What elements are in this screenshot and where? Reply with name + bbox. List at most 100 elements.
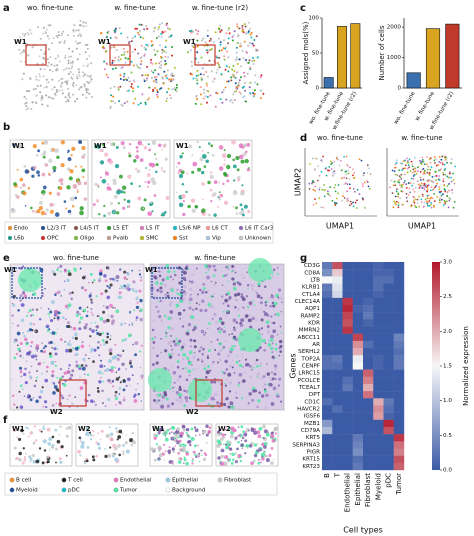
cell-dot bbox=[42, 427, 46, 431]
cell-dot bbox=[104, 289, 108, 293]
cell-dot bbox=[311, 182, 313, 185]
legend-swatch bbox=[217, 477, 223, 483]
cell-dot bbox=[36, 376, 38, 379]
cell-dot bbox=[281, 301, 283, 303]
colorbar-tick-label: 1.0 bbox=[443, 398, 452, 404]
cell-dot bbox=[320, 170, 323, 173]
cell-dot bbox=[80, 444, 85, 449]
cell-dot bbox=[256, 56, 259, 59]
cell-dot bbox=[202, 88, 205, 91]
cell-dot bbox=[438, 175, 440, 177]
cell-dot bbox=[19, 384, 23, 388]
cell-dot bbox=[431, 176, 434, 178]
cell-dot bbox=[158, 274, 162, 278]
cell-dot bbox=[70, 297, 73, 301]
cell-dot bbox=[106, 335, 109, 339]
cell-dot bbox=[231, 101, 234, 104]
cell-dot bbox=[183, 458, 187, 462]
cell-dot bbox=[23, 455, 26, 459]
cell-dot bbox=[51, 88, 54, 91]
cell-dot bbox=[450, 162, 452, 165]
cell-dot bbox=[269, 338, 274, 342]
cell-dot bbox=[42, 295, 45, 297]
legend-swatch bbox=[113, 477, 119, 483]
panel-title: w. fine-tune bbox=[114, 4, 155, 12]
cell-dot bbox=[38, 447, 42, 450]
cell-dot bbox=[149, 61, 152, 64]
cell-dot bbox=[171, 72, 174, 75]
heatmap-cell bbox=[342, 319, 353, 327]
cell-dot bbox=[267, 339, 271, 342]
row-label: IGSF6 bbox=[304, 414, 321, 420]
cell-dot bbox=[209, 188, 213, 192]
heatmap-cell bbox=[393, 276, 405, 284]
cell-dot bbox=[65, 318, 67, 321]
cell-dot bbox=[406, 200, 409, 203]
cell-dot bbox=[174, 432, 176, 435]
cell-dot bbox=[123, 53, 126, 56]
cell-dot bbox=[427, 201, 430, 204]
cell-dot bbox=[53, 272, 57, 276]
cell-dot bbox=[270, 446, 274, 450]
cell-dot bbox=[160, 167, 163, 170]
cell-dot bbox=[256, 292, 258, 294]
cell-dot bbox=[78, 71, 81, 74]
cell-dot bbox=[218, 56, 221, 59]
cell-dot bbox=[107, 30, 110, 33]
cell-dot bbox=[17, 427, 20, 431]
cell-dot bbox=[124, 61, 127, 64]
cell-dot bbox=[161, 77, 164, 80]
cell-dot bbox=[34, 439, 38, 442]
cell-dot bbox=[451, 192, 454, 194]
cell-dot bbox=[349, 204, 351, 207]
cell-dot bbox=[63, 280, 66, 282]
cell-dot bbox=[257, 434, 262, 439]
cell-dot bbox=[134, 353, 138, 357]
cell-dot bbox=[426, 189, 429, 192]
cell-dot bbox=[165, 24, 168, 27]
cell-dot bbox=[130, 85, 133, 88]
cell-dot bbox=[368, 187, 371, 190]
cell-dot bbox=[412, 175, 415, 177]
cell-dot bbox=[330, 160, 332, 163]
cell-dot bbox=[88, 55, 91, 57]
cell-dot bbox=[85, 25, 88, 28]
cell-dot bbox=[239, 455, 243, 458]
cell-dot bbox=[132, 90, 134, 93]
heatmap-cell bbox=[363, 283, 374, 291]
cell-dot bbox=[35, 346, 40, 351]
cell-dot bbox=[104, 405, 107, 407]
cell-dot bbox=[100, 359, 102, 362]
cell-dot bbox=[78, 306, 82, 310]
cell-dot bbox=[174, 343, 178, 347]
cell-dot bbox=[363, 181, 366, 184]
cell-dot bbox=[46, 35, 49, 37]
cell-dot bbox=[243, 432, 248, 437]
cell-dot bbox=[10, 208, 16, 214]
cell-dot bbox=[258, 391, 261, 394]
heatmap-cell bbox=[373, 297, 384, 306]
cell-dot bbox=[99, 269, 103, 273]
cell-dot bbox=[247, 61, 250, 64]
cell-dot bbox=[260, 296, 263, 300]
cell-dot bbox=[51, 381, 53, 383]
cell-dot bbox=[75, 47, 78, 50]
cell-dot bbox=[12, 294, 16, 298]
cell-dot bbox=[90, 298, 93, 301]
cell-dot bbox=[59, 425, 62, 428]
row-label: MZB1 bbox=[304, 421, 320, 427]
cell-dot bbox=[314, 189, 316, 192]
cell-dot bbox=[123, 198, 126, 201]
cell-dot bbox=[395, 162, 398, 165]
cell-dot bbox=[121, 66, 124, 69]
cell-dot bbox=[217, 327, 220, 331]
cell-dot bbox=[139, 279, 143, 282]
cell-dot bbox=[113, 208, 117, 212]
cell-dot bbox=[246, 51, 248, 54]
heatmap-cell bbox=[342, 405, 353, 413]
cell-dot bbox=[19, 354, 22, 358]
cell-dot bbox=[189, 293, 192, 296]
cell-dot bbox=[30, 314, 33, 317]
cell-dot bbox=[47, 81, 50, 84]
cell-dot bbox=[183, 389, 186, 392]
